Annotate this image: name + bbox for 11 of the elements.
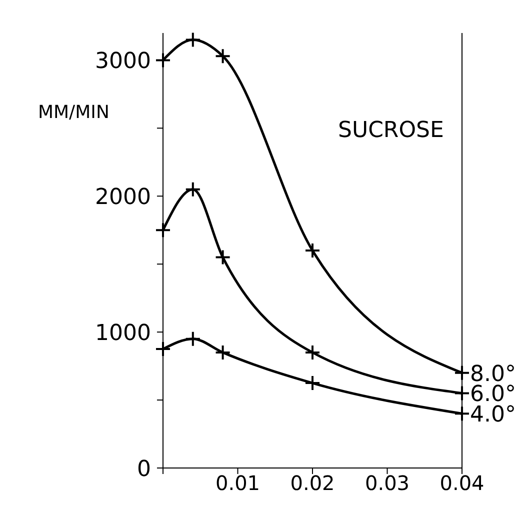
series-label: 4.0° (470, 402, 516, 428)
x-tick-label: 0.01 (215, 471, 260, 496)
y-tick-label: 2000 (95, 185, 151, 210)
x-tick-label: 0.02 (290, 471, 335, 496)
y-tick-label: 3000 (95, 49, 151, 74)
text: SUCROSE (338, 118, 444, 143)
y-axis-title: MM/MIN (38, 102, 110, 123)
y-tick-label: 1000 (95, 321, 151, 346)
x-tick-label: 0.03 (364, 471, 410, 496)
x-tick-label: 0.04 (440, 471, 484, 496)
y-tick-label: 0 (137, 457, 151, 482)
